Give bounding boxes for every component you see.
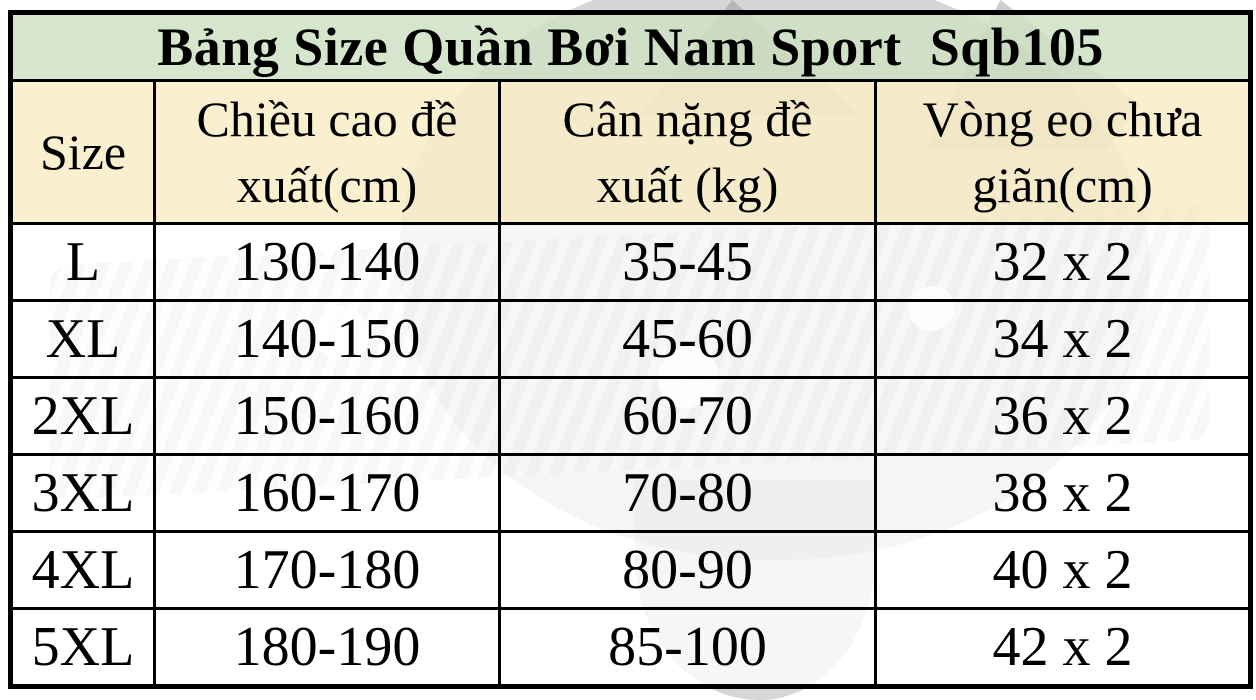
table-row: 4XL 170-180 80-90 40 x 2 xyxy=(9,530,1253,610)
table-title-row: Bảng Size Quần Bơi Nam Sport Sqb105 xyxy=(8,11,1253,82)
cell-weight: 85-100 xyxy=(498,607,877,688)
cell-size: 3XL xyxy=(9,453,156,533)
cell-weight: 35-45 xyxy=(498,222,877,302)
cell-height: 150-160 xyxy=(153,376,501,456)
cell-size: 5XL xyxy=(9,607,156,688)
cell-waist: 40 x 2 xyxy=(873,530,1253,610)
table-row: XL 140-150 45-60 34 x 2 xyxy=(9,299,1253,379)
cell-height: 140-150 xyxy=(153,299,501,379)
cell-waist: 38 x 2 xyxy=(873,453,1253,533)
table-row: 5XL 180-190 85-100 42 x 2 xyxy=(9,607,1253,688)
cell-height: 160-170 xyxy=(153,453,501,533)
table-row: 3XL 160-170 70-80 38 x 2 xyxy=(9,453,1253,533)
column-header-height: Chiều cao đề xuất(cm) xyxy=(153,79,501,225)
cell-size: XL xyxy=(9,299,156,379)
cell-waist: 42 x 2 xyxy=(873,607,1253,688)
column-header-waist: Vòng eo chưa giãn(cm) xyxy=(873,79,1253,225)
cell-weight: 60-70 xyxy=(498,376,877,456)
size-chart-table: Bảng Size Quần Bơi Nam Sport Sqb105 Size… xyxy=(8,10,1254,689)
table-header-row: Size Chiều cao đề xuất(cm) Cân nặng đề x… xyxy=(9,79,1253,225)
cell-weight: 45-60 xyxy=(498,299,877,379)
cell-waist: 34 x 2 xyxy=(873,299,1253,379)
cell-weight: 70-80 xyxy=(498,453,877,533)
cell-size: L xyxy=(9,222,156,302)
column-header-weight: Cân nặng đề xuất (kg) xyxy=(498,79,877,225)
table-row: 2XL 150-160 60-70 36 x 2 xyxy=(9,376,1253,456)
cell-height: 130-140 xyxy=(153,222,501,302)
cell-weight: 80-90 xyxy=(498,530,877,610)
cell-height: 180-190 xyxy=(153,607,501,688)
page-title: Bảng Size Quần Bơi Nam Sport Sqb105 xyxy=(8,11,1253,82)
cell-size: 2XL xyxy=(9,376,156,456)
cell-waist: 32 x 2 xyxy=(873,222,1253,302)
cell-waist: 36 x 2 xyxy=(873,376,1253,456)
table-row: L 130-140 35-45 32 x 2 xyxy=(9,222,1253,302)
cell-height: 170-180 xyxy=(153,530,501,610)
cell-size: 4XL xyxy=(9,530,156,610)
column-header-size: Size xyxy=(9,79,156,225)
